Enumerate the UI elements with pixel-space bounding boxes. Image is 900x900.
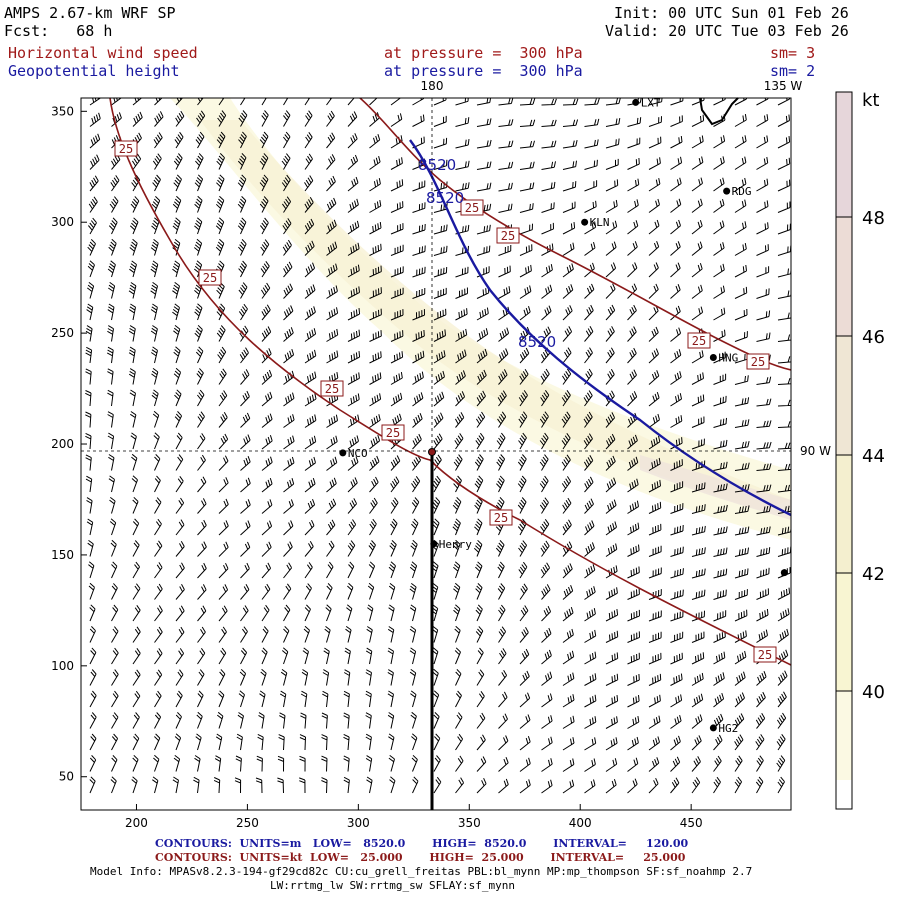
colorbar: 48 46 44 42 40 xyxy=(835,91,885,810)
colorbar-label: 40 xyxy=(862,682,885,703)
field1-name: Horizontal wind speed xyxy=(8,44,198,62)
field2-level: at pressure = 300 hPa xyxy=(384,62,583,80)
coastline xyxy=(699,97,739,126)
field2-name: Geopotential height xyxy=(8,62,180,80)
wind-speed-shading xyxy=(170,98,791,540)
y-tick-label: 150 xyxy=(51,548,74,562)
model-info-line2: LW:rrtmg_lw SW:rrtmg_sw SFLAY:sf_mynn xyxy=(270,879,516,892)
plot-frame xyxy=(80,97,792,811)
field1-smoothing: sm= 3 xyxy=(770,44,816,62)
station-marker xyxy=(581,218,589,226)
lon-label-180: 180 xyxy=(421,79,444,93)
forecast-hour: Fcst: 68 h xyxy=(4,22,113,40)
contour-label: 25 xyxy=(325,382,339,396)
station-label: RDG xyxy=(732,185,752,198)
init-time: Init: 00 UTC Sun 01 Feb 26 xyxy=(614,4,849,22)
y-tick-label: 200 xyxy=(51,437,74,451)
station-label: NCO xyxy=(348,447,368,460)
y-tick-label: 50 xyxy=(59,770,74,784)
field2-smoothing: sm= 2 xyxy=(770,62,816,80)
station-marker xyxy=(709,724,717,732)
colorbar-segment xyxy=(836,455,852,573)
height-label: 8520 xyxy=(418,156,456,174)
model-info-line1: Model Info: MPASv8.2.3-194-gf29cd82c CU:… xyxy=(90,865,753,878)
wind-contour-info: CONTOURS: UNITS=kt LOW= 25.000 HIGH= 25.… xyxy=(155,851,686,864)
contour-label: 25 xyxy=(751,355,765,369)
model-title: AMPS 2.67-km WRF SP xyxy=(4,4,176,22)
height-contour-info: CONTOURS: UNITS=m LOW= 8520.0 HIGH= 8520… xyxy=(155,837,689,850)
x-tick-label: 300 xyxy=(347,816,370,830)
colorbar-segment xyxy=(836,573,852,691)
station-label: HNG xyxy=(718,352,738,365)
y-tick-label: 300 xyxy=(51,215,74,229)
colorbar-label: 42 xyxy=(862,564,885,585)
contour-label: 25 xyxy=(119,142,133,156)
contour-label: 25 xyxy=(758,648,772,662)
height-label: 8520 xyxy=(426,189,464,207)
contour-label: 25 xyxy=(465,201,479,215)
colorbar-segment xyxy=(836,691,852,780)
colorbar-label: 48 xyxy=(862,208,885,229)
colorbar-segment xyxy=(836,336,852,455)
wind-contour-labels: 25 25 25 25 25 25 25 25 25 25 xyxy=(114,140,777,663)
station-marker xyxy=(780,569,788,577)
height-contour-labels: 8520 8520 8520 xyxy=(418,156,556,351)
contour-label: 25 xyxy=(494,511,508,525)
colorbar-segment xyxy=(836,780,852,809)
height-label: 8520 xyxy=(518,333,556,351)
colorbar-unit: kt xyxy=(862,90,879,111)
station-marker xyxy=(339,449,347,457)
colorbar-segment xyxy=(836,217,852,336)
station-label: Henry xyxy=(439,538,472,551)
cross-section-start xyxy=(428,448,436,456)
contour-label: 25 xyxy=(386,426,400,440)
x-tick-label: 450 xyxy=(680,816,703,830)
colorbar-label: 46 xyxy=(862,327,885,348)
y-tick-label: 350 xyxy=(51,104,74,118)
station-marker xyxy=(723,187,731,195)
contour-label: 25 xyxy=(501,229,515,243)
contour-label: 25 xyxy=(203,271,217,285)
station-label: KLN xyxy=(590,216,610,229)
x-tick-label: 200 xyxy=(125,816,148,830)
wind-barbs xyxy=(85,98,791,794)
x-axis: 200 250 300 350 400 450 xyxy=(125,804,703,830)
station-marker xyxy=(430,540,438,548)
colorbar-label: 44 xyxy=(862,446,885,467)
wind-barb-field xyxy=(85,98,791,794)
lon-label-135w: 135 W xyxy=(764,79,803,93)
station-marker xyxy=(632,98,640,106)
x-tick-label: 250 xyxy=(236,816,259,830)
y-tick-label: 250 xyxy=(51,326,74,340)
colorbar-segment xyxy=(836,92,852,217)
valid-time: Valid: 20 UTC Tue 03 Feb 26 xyxy=(605,22,849,40)
x-tick-label: 400 xyxy=(569,816,592,830)
lon-label-90w: 90 W xyxy=(800,444,831,458)
geopotential-height-contour xyxy=(409,139,791,517)
y-axis: 350 300 250 200 150 100 50 xyxy=(51,104,87,784)
stations: LXT RDG KLN HNG NCO Henry HG2 xyxy=(339,96,788,735)
x-tick-label: 350 xyxy=(458,816,481,830)
field1-level: at pressure = 300 hPa xyxy=(384,44,583,62)
station-label: LXT xyxy=(641,96,661,109)
y-tick-label: 100 xyxy=(51,659,74,673)
station-label: HG2 xyxy=(718,722,738,735)
station-marker xyxy=(709,354,717,362)
wind-speed-contours xyxy=(109,98,791,666)
contour-label: 25 xyxy=(692,334,706,348)
